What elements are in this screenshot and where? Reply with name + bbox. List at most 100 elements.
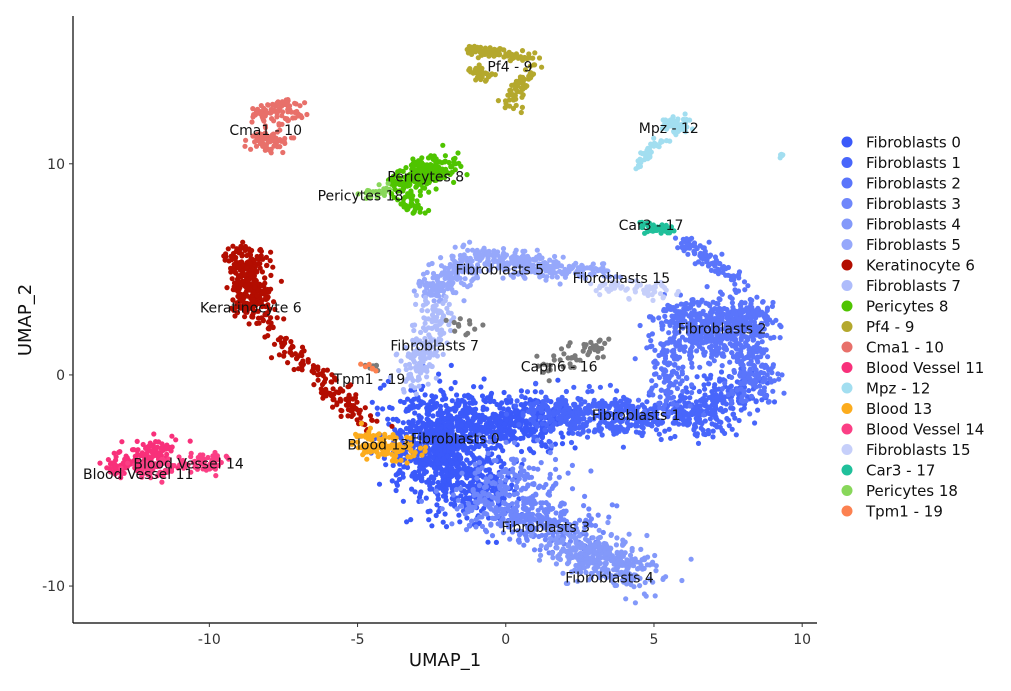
data-point [527,401,534,408]
data-point [389,423,395,429]
data-point [568,546,574,552]
data-point [609,400,615,406]
data-point [416,434,423,441]
data-point [467,480,474,486]
data-point [516,422,522,428]
data-point [521,457,527,463]
data-point [447,425,453,431]
data-point [677,322,683,328]
data-point [687,338,693,344]
data-point [709,343,715,349]
data-point [311,370,317,376]
data-point [734,353,740,360]
data-point [513,436,519,442]
data-point [463,445,469,451]
data-point [675,245,681,251]
data-point [547,526,553,533]
data-point [741,321,747,327]
data-point [430,480,436,486]
data-point [631,413,637,420]
data-point [646,333,652,339]
data-point [437,447,443,453]
data-point [534,437,541,443]
data-point [543,481,549,488]
data-point [713,257,720,263]
data-point [559,500,565,506]
data-point [491,438,497,444]
data-point [258,248,264,254]
data-point [252,284,258,290]
data-point [677,310,683,316]
data-point [702,401,708,407]
data-point [481,425,487,431]
data-point [493,505,499,511]
data-point [417,461,423,467]
data-point [476,482,483,489]
data-point [505,518,511,524]
data-point [412,410,418,416]
data-point [504,417,510,424]
data-point [692,250,698,256]
data-point [673,414,679,420]
data-point [689,300,695,306]
data-point [692,243,698,249]
data-point [476,432,482,438]
data-point [514,519,520,526]
data-point [340,388,346,394]
data-point [524,471,530,477]
data-point [224,285,230,291]
data-point [658,436,664,443]
data-point [453,486,459,493]
data-point [656,431,662,437]
data-point [604,544,611,550]
data-point [530,511,536,517]
data-point [453,260,459,266]
data-point [641,409,648,415]
data-point [443,432,449,438]
data-point [305,357,311,363]
data-point [430,270,437,277]
data-point [581,565,588,571]
data-point [747,411,753,417]
data-point [755,305,761,311]
data-point [597,412,603,418]
data-point [646,389,653,396]
data-point [721,305,727,312]
data-point [488,521,494,527]
data-point [676,329,682,335]
data-point [573,552,579,558]
data-point [466,522,472,529]
data-point [389,405,395,411]
data-point [580,421,586,427]
data-point [278,278,284,284]
data-point [495,521,501,527]
data-point [568,439,575,446]
data-point [491,424,497,430]
data-point [250,266,256,272]
data-point [553,481,559,487]
data-point [477,493,483,500]
data-point [505,524,512,530]
data-point [634,559,640,565]
data-point [751,363,758,369]
data-point [396,476,403,482]
data-point [710,299,716,305]
data-point [413,301,419,307]
data-point [443,294,449,300]
data-point [468,426,474,432]
data-point [651,371,658,377]
data-point [400,420,406,426]
data-point [450,256,456,262]
data-point [554,545,560,551]
data-point [706,239,712,245]
data-point [637,322,643,329]
data-point [635,565,642,571]
data-point [575,578,581,584]
data-point [621,396,628,402]
data-point [770,364,776,370]
data-point [446,445,453,451]
data-point [461,281,467,288]
data-point [463,495,469,501]
data-point [337,396,343,402]
data-point [430,413,436,419]
